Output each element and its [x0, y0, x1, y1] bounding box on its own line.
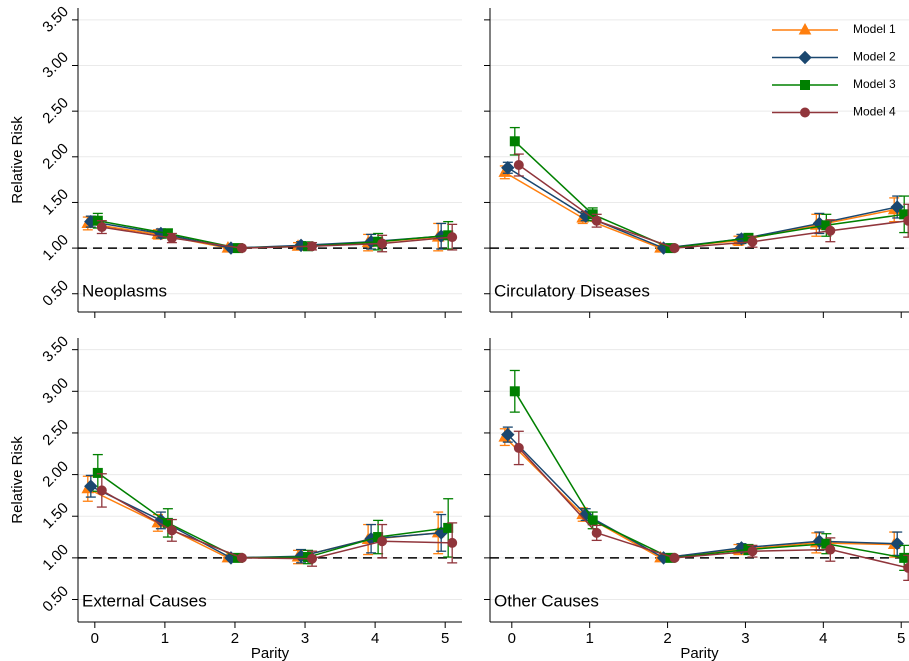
- legend-label: Model 1: [853, 22, 896, 36]
- y-tick-label: 1.00: [39, 541, 72, 574]
- x-tick-label: 0: [508, 630, 516, 647]
- marker: [447, 537, 458, 548]
- x-tick-label: 4: [371, 630, 379, 647]
- series-line: [101, 226, 453, 249]
- series-line: [97, 472, 449, 559]
- marker: [890, 537, 904, 551]
- marker: [669, 243, 680, 254]
- y-tick-label: 1.00: [39, 231, 72, 264]
- x-axis-label: Parity: [680, 645, 719, 661]
- y-tick-label: 3.50: [39, 3, 72, 36]
- marker: [825, 544, 836, 555]
- marker: [747, 236, 758, 247]
- marker: [377, 536, 388, 547]
- legend-label: Model 2: [853, 50, 896, 64]
- y-axis-label: Relative Risk: [9, 436, 26, 524]
- marker: [800, 107, 810, 118]
- panel-title: Circulatory Diseases: [494, 281, 650, 300]
- series-line: [504, 171, 895, 249]
- x-tick-label: 5: [897, 630, 905, 647]
- marker: [899, 552, 909, 563]
- series-line: [514, 390, 905, 559]
- series-line: [90, 485, 442, 559]
- y-tick-label: 1.50: [39, 186, 72, 219]
- marker: [798, 22, 812, 35]
- marker: [825, 225, 836, 236]
- marker: [513, 160, 524, 171]
- series-line: [514, 140, 905, 249]
- series-line: [87, 488, 439, 559]
- y-tick-label: 2.00: [39, 140, 72, 173]
- series-line: [504, 436, 895, 559]
- legend-label: Model 4: [853, 105, 896, 119]
- series-line: [518, 447, 909, 569]
- marker: [509, 386, 520, 397]
- x-tick-label: 0: [91, 630, 99, 647]
- marker: [747, 546, 758, 557]
- marker: [587, 515, 598, 526]
- y-tick-label: 2.50: [39, 94, 72, 127]
- x-tick-label: 3: [301, 630, 309, 647]
- series-line: [90, 220, 442, 249]
- legend-label: Model 3: [853, 77, 896, 91]
- y-tick-label: 3.00: [39, 49, 72, 82]
- x-tick-label: 1: [586, 630, 594, 647]
- marker: [509, 136, 520, 147]
- marker: [377, 238, 388, 249]
- x-tick-label: 1: [161, 630, 169, 647]
- panel-title: External Causes: [82, 591, 207, 610]
- marker: [501, 427, 515, 442]
- marker: [798, 50, 812, 65]
- y-tick-label: 3.00: [39, 375, 72, 408]
- marker: [307, 241, 318, 252]
- marker: [501, 161, 515, 175]
- x-axis-label: Parity: [251, 645, 290, 661]
- marker: [591, 215, 602, 226]
- series-line: [518, 164, 909, 249]
- marker: [669, 552, 680, 563]
- x-tick-label: 2: [663, 630, 671, 647]
- marker: [447, 232, 458, 243]
- y-axis-label: Relative Risk: [9, 116, 26, 204]
- marker: [513, 442, 524, 453]
- series-line: [101, 489, 453, 560]
- marker: [166, 233, 177, 244]
- y-tick-label: 0.50: [39, 277, 72, 310]
- marker: [84, 479, 98, 493]
- y-tick-label: 0.50: [39, 583, 72, 616]
- marker: [96, 222, 107, 233]
- panel-title: Other Causes: [494, 591, 599, 610]
- x-tick-label: 4: [819, 630, 827, 647]
- x-tick-label: 2: [231, 630, 239, 647]
- y-tick-label: 2.50: [39, 416, 72, 449]
- legend: Model 1 Model 2 Model 3 Model 4: [772, 22, 896, 119]
- marker: [443, 522, 454, 533]
- y-tick-label: 3.50: [39, 333, 72, 366]
- marker: [96, 485, 107, 496]
- x-tick-label: 3: [741, 630, 749, 647]
- panel-title: Neoplasms: [82, 281, 167, 300]
- x-tick-label: 5: [441, 630, 449, 647]
- y-tick-label: 1.50: [39, 500, 72, 533]
- marker: [903, 215, 909, 226]
- marker: [236, 552, 247, 563]
- marker: [307, 553, 318, 564]
- marker: [92, 467, 103, 478]
- marker: [903, 562, 909, 573]
- marker: [166, 525, 177, 536]
- marker: [236, 243, 247, 254]
- marker: [800, 80, 810, 90]
- y-tick-label: 2.00: [39, 458, 72, 491]
- series-line: [507, 434, 898, 559]
- marker: [591, 527, 602, 538]
